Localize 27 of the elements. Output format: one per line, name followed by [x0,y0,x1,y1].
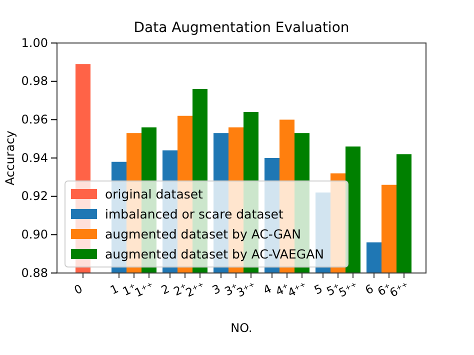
x-tick-label: 6 [363,281,376,298]
x-tick-label: 1 [108,281,121,298]
legend-label: imbalanced or scare dataset [105,206,284,222]
x-tick-label: 5⁺⁺ [336,278,360,300]
legend-label: original dataset [105,186,204,202]
y-tick-label: 0.90 [21,228,48,242]
x-tick-label: 0 [72,281,85,298]
legend-label: augmented dataset by AC-VAEGAN [105,246,324,262]
y-tick-label: 0.94 [21,150,48,165]
x-tick-label: 3⁺⁺ [234,278,258,300]
x-tick-label: 5 [312,281,325,298]
x-tick-label: 1⁺⁺ [132,278,156,300]
x-tick-label: 2 [159,281,172,298]
y-tick-label: 0.98 [21,74,48,88]
x-tick-label: 4⁺⁺ [286,278,310,300]
y-tick-label: 1.00 [21,36,48,50]
x-tick-label: 3 [210,281,223,298]
x-tick-label: 6⁺⁺ [388,278,412,300]
y-tick-label: 0.96 [21,112,48,127]
x-tick-label: 4 [261,281,274,298]
x-axis-title: NO. [230,321,252,335]
y-axis-title: Accuracy [3,130,17,186]
x-tick-label: 2⁺⁺ [184,278,208,300]
legend-label: augmented dataset by AC-GAN [105,226,301,242]
chart-title: Data Augmentation Evaluation [134,20,350,36]
y-tick-label: 0.92 [21,189,48,204]
y-tick-label: 0.88 [21,266,48,280]
